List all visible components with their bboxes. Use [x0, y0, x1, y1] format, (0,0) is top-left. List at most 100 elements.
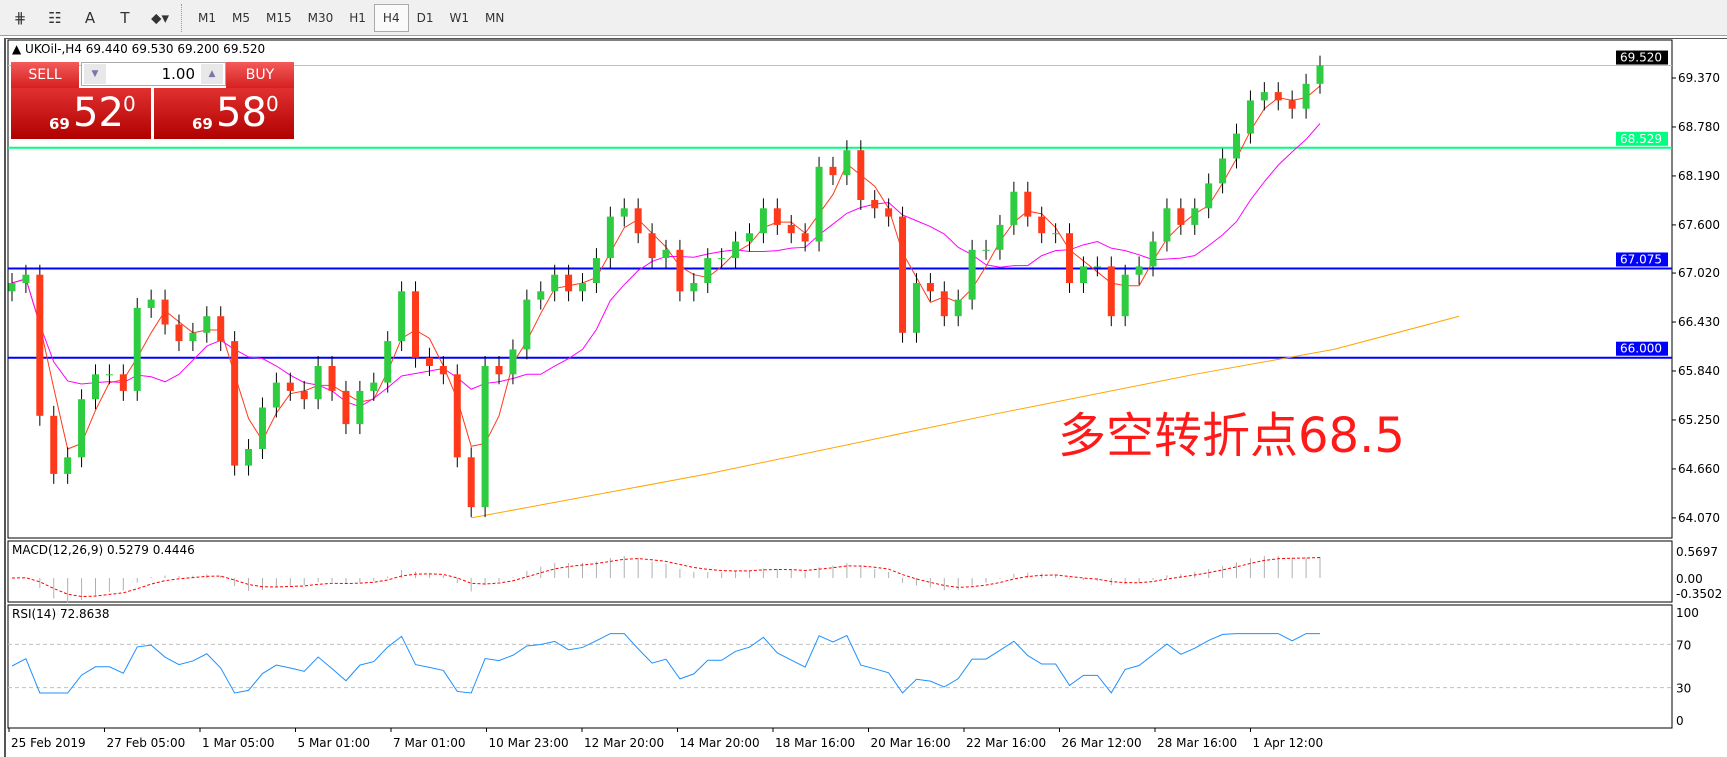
candle-body	[537, 291, 545, 300]
timeframe-h4[interactable]: H4	[373, 3, 409, 32]
sell-price-prefix: 69	[49, 115, 70, 133]
lot-increase-icon[interactable]: ▲	[201, 64, 223, 84]
candle-body	[203, 316, 211, 333]
candle-body	[50, 415, 58, 474]
current-price-label: 69.520	[1620, 51, 1662, 65]
chart-annotation: 多空转折点68.5	[1058, 408, 1405, 464]
candle-body	[926, 283, 934, 292]
timeframe-mn[interactable]: MN	[484, 10, 505, 25]
candle-body	[22, 274, 30, 284]
timeframe-h1[interactable]: H1	[349, 10, 366, 25]
candle-body	[412, 291, 420, 358]
candle-body	[1135, 266, 1143, 275]
candle-body	[773, 208, 781, 225]
price-tick-label: 67.600	[1678, 218, 1720, 232]
candle-body	[815, 166, 823, 242]
price-tick-label: 69.370	[1678, 71, 1720, 85]
candle-body	[1260, 92, 1268, 101]
candle-body	[565, 274, 573, 292]
candle-body	[634, 208, 642, 234]
chart-title: ▲ UKOil-,H4 69.440 69.530 69.200 69.520	[12, 42, 265, 56]
candle-body	[1191, 208, 1199, 225]
lot-size-input[interactable]: ▼ 1.00 ▲	[81, 62, 226, 86]
candle-body	[91, 374, 99, 400]
hline-price-label: 66.000	[1620, 342, 1662, 356]
time-label: 18 Mar 16:00	[775, 736, 855, 750]
time-label: 27 Feb 05:00	[107, 736, 186, 750]
text-icon[interactable]: A	[84, 8, 96, 27]
candle-body	[1177, 208, 1185, 225]
candle-body	[1163, 208, 1171, 242]
candle-body	[606, 216, 614, 259]
candle-body	[161, 299, 169, 325]
time-label: 20 Mar 16:00	[871, 736, 951, 750]
arrows-dropdown-icon[interactable]: ⬥▾	[150, 8, 170, 27]
text-label-icon[interactable]: T	[120, 8, 130, 27]
sell-price-fraction: 0	[123, 92, 136, 116]
candle-body	[982, 249, 990, 251]
candle-body	[453, 374, 461, 458]
timeframe-w1[interactable]: W1	[449, 10, 469, 25]
candle-body	[787, 224, 795, 234]
candle-body	[857, 150, 865, 201]
time-label: 10 Mar 23:00	[489, 736, 569, 750]
candle-body	[1233, 133, 1241, 159]
buy-button[interactable]: BUY	[226, 62, 294, 88]
candle-body	[425, 357, 433, 367]
candle-body	[940, 291, 948, 317]
candle-body	[801, 233, 809, 242]
timeframe-d1[interactable]: D1	[416, 10, 434, 25]
time-label: 28 Mar 16:00	[1157, 736, 1237, 750]
buy-price[interactable]: 69 58 0	[154, 88, 294, 139]
candle-body	[1066, 233, 1074, 284]
candle-body	[1052, 233, 1060, 235]
crosshair-lines-icon[interactable]: ⋕	[13, 8, 27, 27]
timeframe-m1[interactable]: M1	[198, 10, 216, 25]
lot-value[interactable]: 1.00	[161, 65, 195, 83]
macd-label: MACD(12,26,9) 0.5279 0.4446	[12, 543, 195, 557]
time-label: 1 Apr 12:00	[1253, 736, 1324, 750]
candle-body	[1316, 65, 1324, 84]
fibonacci-icon[interactable]: ☷	[48, 8, 62, 27]
candle-body	[704, 258, 712, 284]
candle-body	[732, 241, 740, 259]
candle-body	[885, 208, 893, 217]
candle-body	[1038, 216, 1046, 234]
candle-body	[1079, 266, 1087, 284]
main-panel-frame	[7, 39, 1673, 539]
candle-body	[439, 366, 447, 375]
lot-decrease-icon[interactable]: ▼	[84, 64, 106, 84]
one-click-trading-panel: SELL ▼ 1.00 ▲ BUY 69 52 0 69 58 0	[11, 62, 294, 139]
price-tick-label: 68.190	[1678, 169, 1720, 183]
time-label: 7 Mar 01:00	[393, 736, 466, 750]
candle-body	[996, 224, 1004, 250]
timeframe-m5[interactable]: M5	[232, 10, 250, 25]
candle-body	[1010, 191, 1018, 225]
toolbar: ⋕ ☷ A T ⬥▾ M1 M5 M15 M30 H1 H4 D1 W1 MN	[0, 0, 1727, 36]
rsi-tick-label: 70	[1676, 638, 1691, 652]
candle-body	[912, 283, 920, 333]
candle-body	[1205, 183, 1213, 209]
candle-body	[829, 166, 837, 176]
candle-body	[1149, 241, 1157, 267]
timeframe-m30[interactable]: M30	[307, 10, 334, 25]
collapse-triangle-icon[interactable]: ▲	[12, 42, 26, 56]
candle-body	[690, 283, 698, 292]
candle-body	[968, 249, 976, 300]
sell-price[interactable]: 69 52 0	[11, 88, 151, 139]
candle-body	[871, 200, 879, 209]
candle-body	[592, 258, 600, 284]
candle-body	[676, 249, 684, 292]
candle-body	[272, 382, 280, 408]
candle-body	[328, 366, 336, 391]
chart-window[interactable]	[4, 38, 1727, 757]
sell-button[interactable]: SELL	[11, 62, 79, 88]
rsi-tick-label: 100	[1676, 606, 1699, 620]
candle-body	[1093, 266, 1101, 268]
candle-body	[481, 366, 489, 508]
rsi-panel-frame	[7, 604, 1673, 729]
price-tick-label: 64.070	[1678, 511, 1720, 525]
candle-body	[342, 390, 350, 425]
time-label: 22 Mar 16:00	[966, 736, 1046, 750]
timeframe-m15[interactable]: M15	[266, 10, 292, 25]
